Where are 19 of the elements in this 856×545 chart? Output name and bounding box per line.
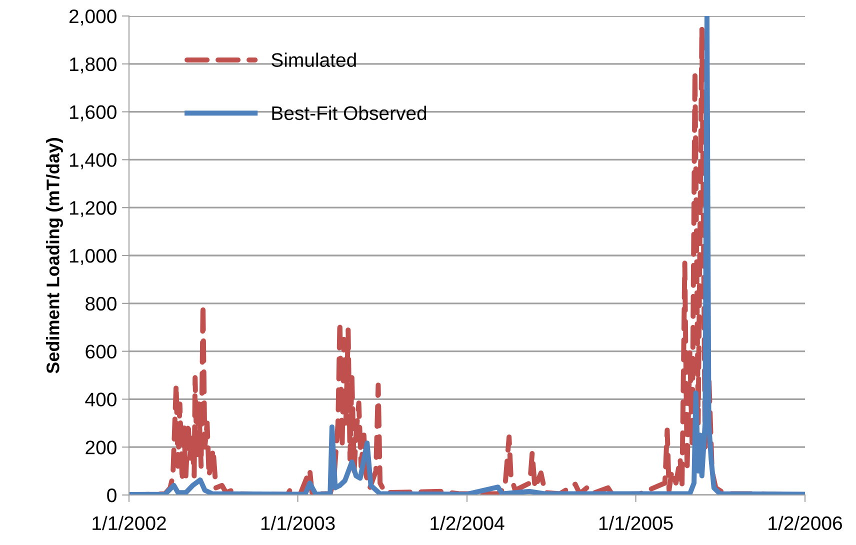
y-tick-label: 1,000: [70, 248, 116, 266]
y-tick-label: 800: [86, 296, 116, 311]
y-tick-label: 2,000: [70, 9, 116, 26]
legend-label: Simulated: [272, 52, 356, 67]
y-tick-label: 1,800: [70, 57, 116, 74]
y-tick-label: 0: [107, 488, 116, 502]
x-tick-label: 1/2/2006: [768, 516, 842, 530]
x-tick-label: 1/2/2004: [430, 516, 504, 530]
y-axis-title: Sediment Loading (mT/day): [46, 138, 63, 374]
x-tick-label: 1/1/2005: [599, 516, 673, 530]
y-tick-label: 200: [86, 440, 116, 454]
legend-label: Best-Fit Observed: [272, 106, 426, 120]
x-tick-label: 1/1/2002: [92, 516, 166, 530]
y-tick-label: 400: [85, 392, 116, 406]
y-tick-label: 1,400: [70, 153, 116, 170]
y-tick-label: 600: [86, 344, 116, 359]
x-tick-label: 1/1/2003: [261, 516, 335, 530]
y-tick-label: 1,200: [70, 201, 116, 218]
y-tick-label: 1,600: [70, 105, 116, 122]
